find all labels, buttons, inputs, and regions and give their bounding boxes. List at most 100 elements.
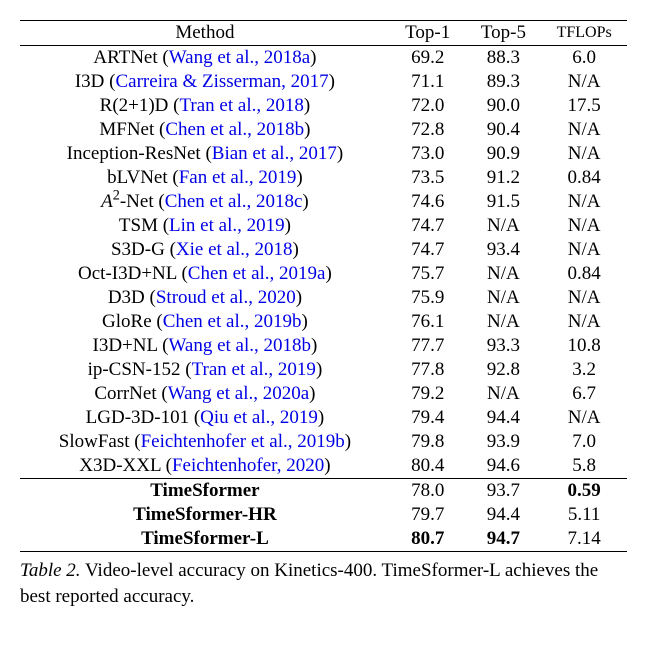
tflops-cell: 0.84 bbox=[541, 166, 627, 190]
top1-cell: 79.2 bbox=[390, 382, 466, 406]
top1-cell: 79.4 bbox=[390, 406, 466, 430]
tflops-cell: 0.84 bbox=[541, 262, 627, 286]
citation-link[interactable]: Feichtenhofer et al., 2019b bbox=[141, 431, 345, 452]
tflops-cell: 5.8 bbox=[541, 454, 627, 479]
top1-cell: 71.1 bbox=[390, 70, 466, 94]
method-cell: R(2+1)D (Tran et al., 2018) bbox=[20, 94, 390, 118]
table-row: ARTNet (Wang et al., 2018a)69.288.36.0 bbox=[20, 46, 627, 71]
tflops-cell: 10.8 bbox=[541, 334, 627, 358]
top5-cell: 94.4 bbox=[466, 406, 542, 430]
table-row: Inception-ResNet (Bian et al., 2017)73.0… bbox=[20, 142, 627, 166]
citation-link[interactable]: Tran et al., 2018 bbox=[179, 95, 303, 116]
top1-cell: 77.8 bbox=[390, 358, 466, 382]
top5-cell: 91.2 bbox=[466, 166, 542, 190]
table-body-prior: ARTNet (Wang et al., 2018a)69.288.36.0I3… bbox=[20, 46, 627, 479]
top5-cell: 90.0 bbox=[466, 94, 542, 118]
citation-link[interactable]: Chen et al., 2019b bbox=[163, 311, 302, 332]
top1-cell: 73.0 bbox=[390, 142, 466, 166]
table-row: SlowFast (Feichtenhofer et al., 2019b)79… bbox=[20, 430, 627, 454]
top1-cell: 80.4 bbox=[390, 454, 466, 479]
table-row: S3D-G (Xie et al., 2018)74.793.4N/A bbox=[20, 238, 627, 262]
method-cell: ARTNet (Wang et al., 2018a) bbox=[20, 46, 390, 71]
table-row: TimeSformer78.093.70.59 bbox=[20, 479, 627, 504]
top5-cell: N/A bbox=[466, 214, 542, 238]
top5-cell: 94.6 bbox=[466, 454, 542, 479]
method-cell: TimeSformer-L bbox=[20, 527, 390, 552]
table-row: Oct-I3D+NL (Chen et al., 2019a)75.7N/A0.… bbox=[20, 262, 627, 286]
method-cell: I3D (Carreira & Zisserman, 2017) bbox=[20, 70, 390, 94]
tflops-cell: 3.2 bbox=[541, 358, 627, 382]
top1-cell: 79.8 bbox=[390, 430, 466, 454]
citation-link[interactable]: Stroud et al., 2020 bbox=[156, 287, 296, 308]
citation-link[interactable]: Qiu et al., 2019 bbox=[200, 407, 318, 428]
top1-cell: 78.0 bbox=[390, 479, 466, 504]
method-cell: ip-CSN-152 (Tran et al., 2019) bbox=[20, 358, 390, 382]
citation-link[interactable]: Feichtenhofer, 2020 bbox=[172, 455, 324, 476]
method-cell: Oct-I3D+NL (Chen et al., 2019a) bbox=[20, 262, 390, 286]
tflops-cell: N/A bbox=[541, 190, 627, 214]
method-cell: I3D+NL (Wang et al., 2018b) bbox=[20, 334, 390, 358]
tflops-cell: N/A bbox=[541, 286, 627, 310]
table-row: bLVNet (Fan et al., 2019)73.591.20.84 bbox=[20, 166, 627, 190]
table-header-row: Method Top-1 Top-5 TFLOPs bbox=[20, 21, 627, 46]
top1-cell: 72.0 bbox=[390, 94, 466, 118]
col-header-method: Method bbox=[20, 21, 390, 46]
method-cell: TimeSformer bbox=[20, 479, 390, 504]
tflops-cell: N/A bbox=[541, 214, 627, 238]
top1-cell: 76.1 bbox=[390, 310, 466, 334]
top5-cell: 93.7 bbox=[466, 479, 542, 504]
tflops-cell: N/A bbox=[541, 70, 627, 94]
top1-cell: 73.5 bbox=[390, 166, 466, 190]
tflops-cell: 7.14 bbox=[541, 527, 627, 552]
method-cell: X3D-XXL (Feichtenhofer, 2020) bbox=[20, 454, 390, 479]
method-cell: D3D (Stroud et al., 2020) bbox=[20, 286, 390, 310]
top5-cell: N/A bbox=[466, 286, 542, 310]
method-cell: GloRe (Chen et al., 2019b) bbox=[20, 310, 390, 334]
tflops-cell: 6.7 bbox=[541, 382, 627, 406]
citation-link[interactable]: Wang et al., 2020a bbox=[168, 383, 309, 404]
caption-label: Table 2. bbox=[20, 560, 81, 581]
top1-cell: 74.7 bbox=[390, 214, 466, 238]
tflops-cell: 7.0 bbox=[541, 430, 627, 454]
citation-link[interactable]: Wang et al., 2018a bbox=[169, 47, 310, 68]
top1-cell: 72.8 bbox=[390, 118, 466, 142]
method-cell: MFNet (Chen et al., 2018b) bbox=[20, 118, 390, 142]
table-row: ip-CSN-152 (Tran et al., 2019)77.892.83.… bbox=[20, 358, 627, 382]
col-header-top1: Top-1 bbox=[390, 21, 466, 46]
top5-cell: 94.4 bbox=[466, 503, 542, 527]
table-row: TSM (Lin et al., 2019)74.7N/AN/A bbox=[20, 214, 627, 238]
top5-cell: 88.3 bbox=[466, 46, 542, 71]
top5-cell: N/A bbox=[466, 262, 542, 286]
citation-link[interactable]: Bian et al., 2017 bbox=[212, 143, 337, 164]
table-row: LGD-3D-101 (Qiu et al., 2019)79.494.4N/A bbox=[20, 406, 627, 430]
citation-link[interactable]: Tran et al., 2019 bbox=[192, 359, 316, 380]
tflops-cell: 0.59 bbox=[541, 479, 627, 504]
tflops-cell: N/A bbox=[541, 142, 627, 166]
tflops-cell: N/A bbox=[541, 406, 627, 430]
table-row: MFNet (Chen et al., 2018b)72.890.4N/A bbox=[20, 118, 627, 142]
top5-cell: 91.5 bbox=[466, 190, 542, 214]
top5-cell: N/A bbox=[466, 310, 542, 334]
col-header-top5: Top-5 bbox=[466, 21, 542, 46]
method-cell: CorrNet (Wang et al., 2020a) bbox=[20, 382, 390, 406]
table-row: GloRe (Chen et al., 2019b)76.1N/AN/A bbox=[20, 310, 627, 334]
top5-cell: N/A bbox=[466, 382, 542, 406]
table-row: I3D (Carreira & Zisserman, 2017)71.189.3… bbox=[20, 70, 627, 94]
citation-link[interactable]: Chen et al., 2018b bbox=[165, 119, 304, 140]
top1-cell: 75.7 bbox=[390, 262, 466, 286]
top5-cell: 94.7 bbox=[466, 527, 542, 552]
citation-link[interactable]: Carreira & Zisserman, 2017 bbox=[116, 71, 329, 92]
method-cell: TimeSformer-HR bbox=[20, 503, 390, 527]
citation-link[interactable]: Wang et al., 2018b bbox=[168, 335, 311, 356]
citation-link[interactable]: Chen et al., 2019a bbox=[188, 263, 326, 284]
citation-link[interactable]: Lin et al., 2019 bbox=[169, 215, 285, 236]
citation-link[interactable]: Fan et al., 2019 bbox=[179, 167, 297, 188]
citation-link[interactable]: Xie et al., 2018 bbox=[176, 239, 293, 260]
top1-cell: 79.7 bbox=[390, 503, 466, 527]
method-cell: LGD-3D-101 (Qiu et al., 2019) bbox=[20, 406, 390, 430]
citation-link[interactable]: Chen et al., 2018c bbox=[165, 191, 303, 212]
table-row: R(2+1)D (Tran et al., 2018)72.090.017.5 bbox=[20, 94, 627, 118]
top5-cell: 90.4 bbox=[466, 118, 542, 142]
table-caption: Table 2. Video-level accuracy on Kinetic… bbox=[20, 558, 627, 609]
tflops-cell: N/A bbox=[541, 118, 627, 142]
